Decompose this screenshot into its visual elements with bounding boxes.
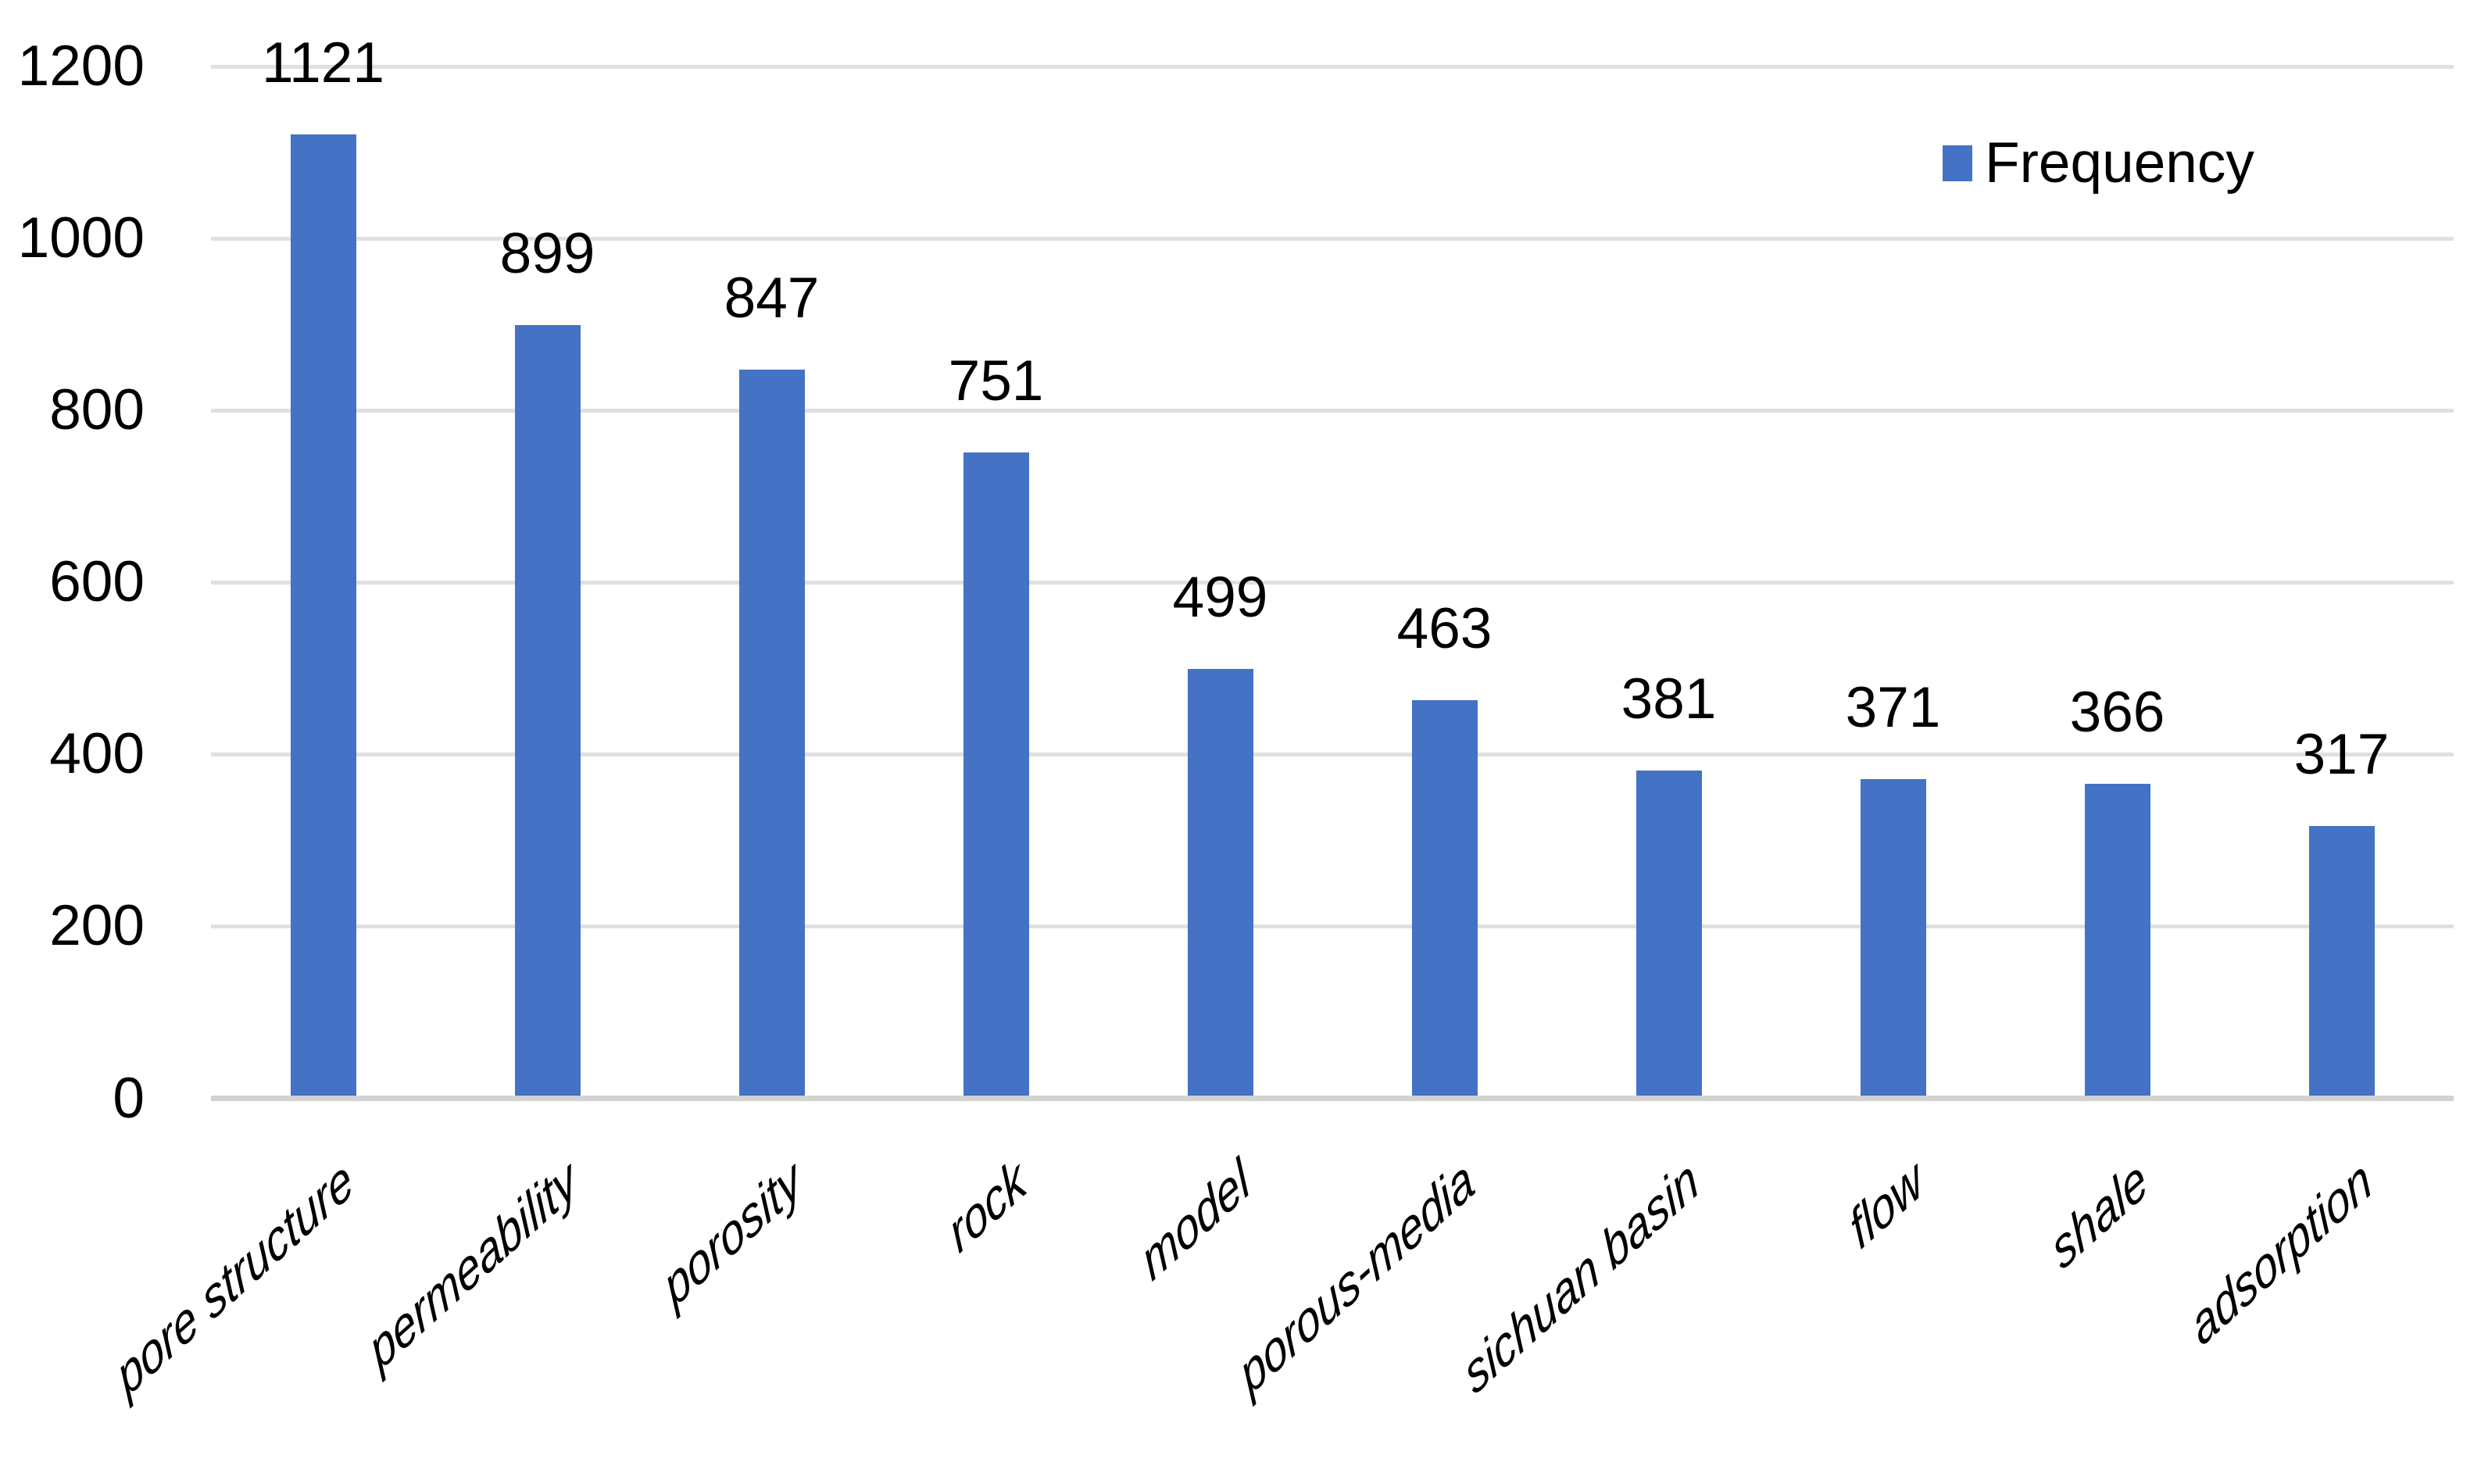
- bar: [738, 370, 805, 1096]
- bar: [290, 134, 356, 1096]
- category-label: model: [1133, 1146, 1258, 1293]
- y-axis-tick-label: 0: [113, 1066, 145, 1130]
- y-axis-tick-label: 600: [49, 550, 145, 614]
- x-axis-line: [211, 1096, 2454, 1101]
- bar-value-label: 751: [948, 349, 1044, 413]
- bar-value-label: 366: [2069, 680, 2165, 744]
- y-axis-tick-label: 1000: [17, 206, 145, 270]
- y-axis-tick-label: 400: [49, 722, 145, 786]
- gridline: [211, 580, 2454, 585]
- category-label: adsorption: [2182, 1146, 2379, 1359]
- category-label: flow: [1841, 1146, 1931, 1262]
- bar-value-label: 1121: [262, 30, 384, 95]
- bar: [1411, 700, 1478, 1096]
- category-label: porous-media: [1232, 1146, 1482, 1407]
- bar: [963, 452, 1029, 1096]
- bar: [1860, 779, 1926, 1096]
- gridline: [211, 408, 2454, 413]
- bar-value-label: 847: [724, 266, 820, 331]
- legend: Frequency: [1943, 133, 2254, 194]
- category-label: sichuan basin: [1456, 1146, 1707, 1407]
- bar-value-label: 499: [1172, 566, 1268, 630]
- bar: [2308, 825, 2375, 1096]
- gridline: [211, 64, 2454, 69]
- bar: [1636, 771, 1702, 1096]
- y-axis-tick-label: 200: [49, 894, 145, 958]
- bar: [1187, 669, 1253, 1096]
- category-label: porosity: [656, 1146, 810, 1320]
- legend-marker-icon: [1943, 145, 1972, 181]
- y-axis-tick-label: 1200: [17, 34, 145, 98]
- category-label: permeability: [361, 1146, 585, 1382]
- gridline: [211, 752, 2454, 756]
- category-label: shale: [2043, 1146, 2155, 1282]
- gridline: [211, 924, 2454, 928]
- category-label: rock: [940, 1146, 1034, 1265]
- bar-value-label: 463: [1396, 597, 1493, 660]
- bar-value-label: 317: [2293, 722, 2390, 786]
- bar: [2084, 783, 2150, 1096]
- gridline: [211, 236, 2454, 241]
- legend-label: Frequency: [1985, 131, 2254, 195]
- bar-value-label: 381: [1621, 667, 1717, 731]
- bar: [514, 325, 581, 1096]
- y-axis-tick-label: 800: [49, 378, 145, 442]
- bar-value-label: 899: [499, 222, 595, 286]
- category-label: pore structure: [108, 1146, 361, 1409]
- bar-value-label: 371: [1845, 676, 1941, 740]
